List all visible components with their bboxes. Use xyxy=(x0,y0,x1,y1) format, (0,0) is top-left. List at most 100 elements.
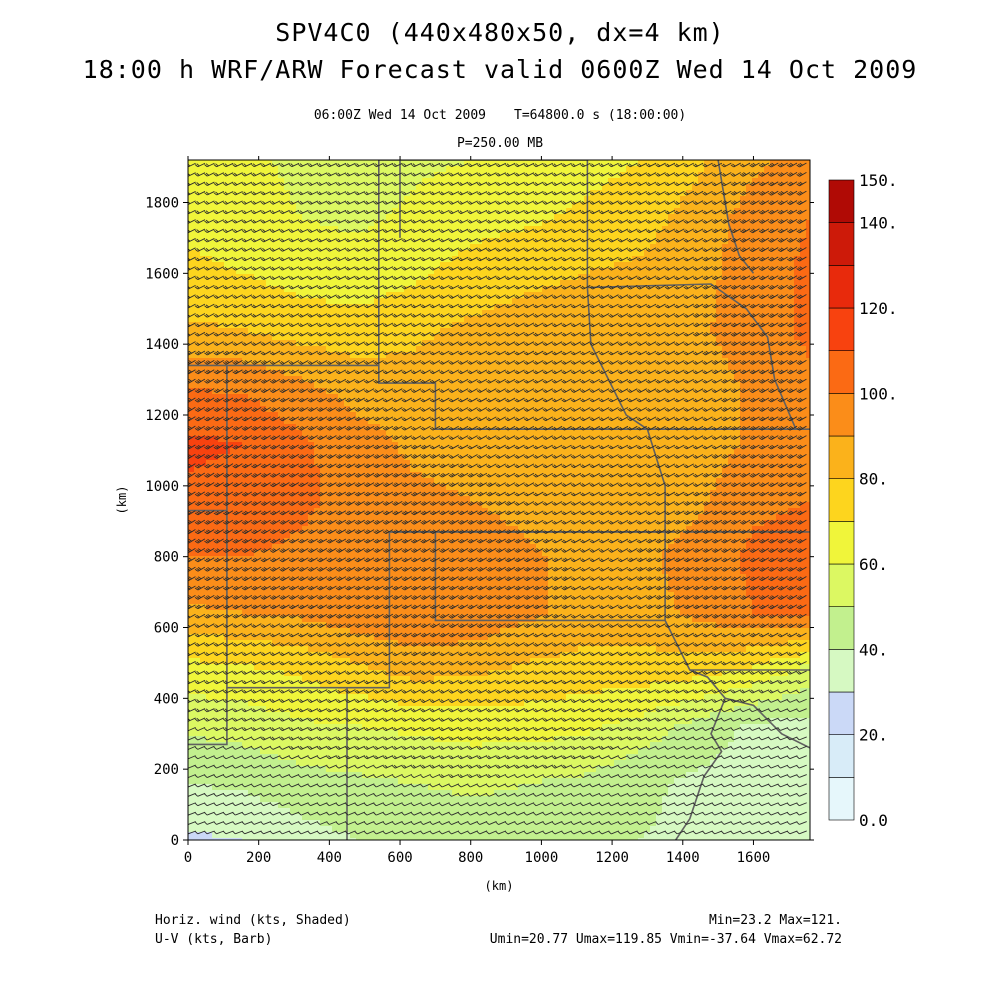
field-cell xyxy=(794,250,801,257)
field-cell xyxy=(458,262,465,269)
field-cell xyxy=(428,244,435,251)
field-cell xyxy=(638,292,645,299)
field-cell xyxy=(206,268,213,275)
field-cell xyxy=(500,316,507,323)
field-cell xyxy=(758,256,765,263)
field-cell xyxy=(650,226,657,233)
field-cell xyxy=(680,196,687,203)
field-cell xyxy=(590,184,597,191)
field-cell xyxy=(368,184,375,191)
field-cell xyxy=(254,166,261,173)
field-cell xyxy=(296,328,303,335)
field-cell xyxy=(284,430,291,437)
field-cell xyxy=(644,346,651,353)
field-cell xyxy=(542,256,549,263)
field-cell xyxy=(446,316,453,323)
field-cell xyxy=(200,316,207,323)
field-cell xyxy=(440,430,447,437)
field-cell xyxy=(248,250,255,257)
field-cell xyxy=(422,166,429,173)
field-cell xyxy=(344,202,351,209)
field-cell xyxy=(224,202,231,209)
field-cell xyxy=(356,160,363,167)
field-cell xyxy=(776,310,783,317)
field-cell xyxy=(500,256,507,263)
field-cell xyxy=(770,244,777,251)
field-cell xyxy=(206,196,213,203)
field-cell xyxy=(602,430,609,437)
field-cell xyxy=(650,202,657,209)
field-cell xyxy=(260,160,267,167)
field-cell xyxy=(380,352,387,359)
field-cell xyxy=(266,232,273,239)
field-cell xyxy=(446,280,453,287)
field-cell xyxy=(656,352,663,359)
field-cell xyxy=(716,268,723,275)
field-cell xyxy=(206,280,213,287)
field-cell xyxy=(476,286,483,293)
field-cell xyxy=(542,334,549,341)
field-cell xyxy=(236,196,243,203)
field-cell xyxy=(512,310,519,317)
field-cell xyxy=(674,412,681,419)
field-cell xyxy=(434,286,441,293)
field-cell xyxy=(326,310,333,317)
field-cell xyxy=(194,352,201,359)
field-cell xyxy=(452,196,459,203)
field-cell xyxy=(458,202,465,209)
field-cell xyxy=(596,328,603,335)
field-cell xyxy=(356,208,363,215)
field-cell xyxy=(482,304,489,311)
field-cell xyxy=(212,226,219,233)
field-cell xyxy=(314,298,321,305)
field-cell xyxy=(308,328,315,335)
field-cell xyxy=(758,352,765,359)
field-cell xyxy=(560,430,567,437)
field-cell xyxy=(296,202,303,209)
field-cell xyxy=(728,346,735,353)
field-cell xyxy=(218,244,225,251)
field-cell xyxy=(302,382,309,389)
field-cell xyxy=(668,172,675,179)
field-cell xyxy=(620,340,627,347)
field-cell xyxy=(278,286,285,293)
field-cell xyxy=(356,430,363,437)
field-cell xyxy=(266,298,273,305)
field-cell xyxy=(302,226,309,233)
field-cell xyxy=(746,274,753,281)
field-cell xyxy=(620,208,627,215)
field-cell xyxy=(806,352,810,359)
field-cell xyxy=(572,220,579,227)
field-cell xyxy=(284,244,291,251)
field-cell xyxy=(386,202,393,209)
field-cell xyxy=(416,304,423,311)
field-cell xyxy=(794,334,801,341)
field-cell xyxy=(518,232,525,239)
field-cell xyxy=(374,328,381,335)
field-cell xyxy=(782,250,789,257)
field-cell xyxy=(398,298,405,305)
field-cell xyxy=(494,202,501,209)
field-cell xyxy=(200,328,207,335)
field-cell xyxy=(272,166,279,173)
field-cell xyxy=(806,388,810,395)
field-cell xyxy=(692,250,699,257)
field-cell xyxy=(608,346,615,353)
field-cell xyxy=(536,196,543,203)
field-cell xyxy=(236,178,243,185)
field-cell xyxy=(206,184,213,191)
field-cell xyxy=(638,220,645,227)
field-cell xyxy=(674,196,681,203)
field-cell xyxy=(626,316,633,323)
field-cell xyxy=(524,310,531,317)
field-cell xyxy=(368,196,375,203)
field-cell xyxy=(332,190,339,197)
field-cell xyxy=(746,430,753,437)
field-cell xyxy=(794,196,801,203)
field-cell xyxy=(500,382,507,389)
field-cell xyxy=(410,268,417,275)
field-cell xyxy=(350,262,357,269)
field-cell xyxy=(410,220,417,227)
field-cell xyxy=(644,262,651,269)
field-cell xyxy=(302,268,309,275)
